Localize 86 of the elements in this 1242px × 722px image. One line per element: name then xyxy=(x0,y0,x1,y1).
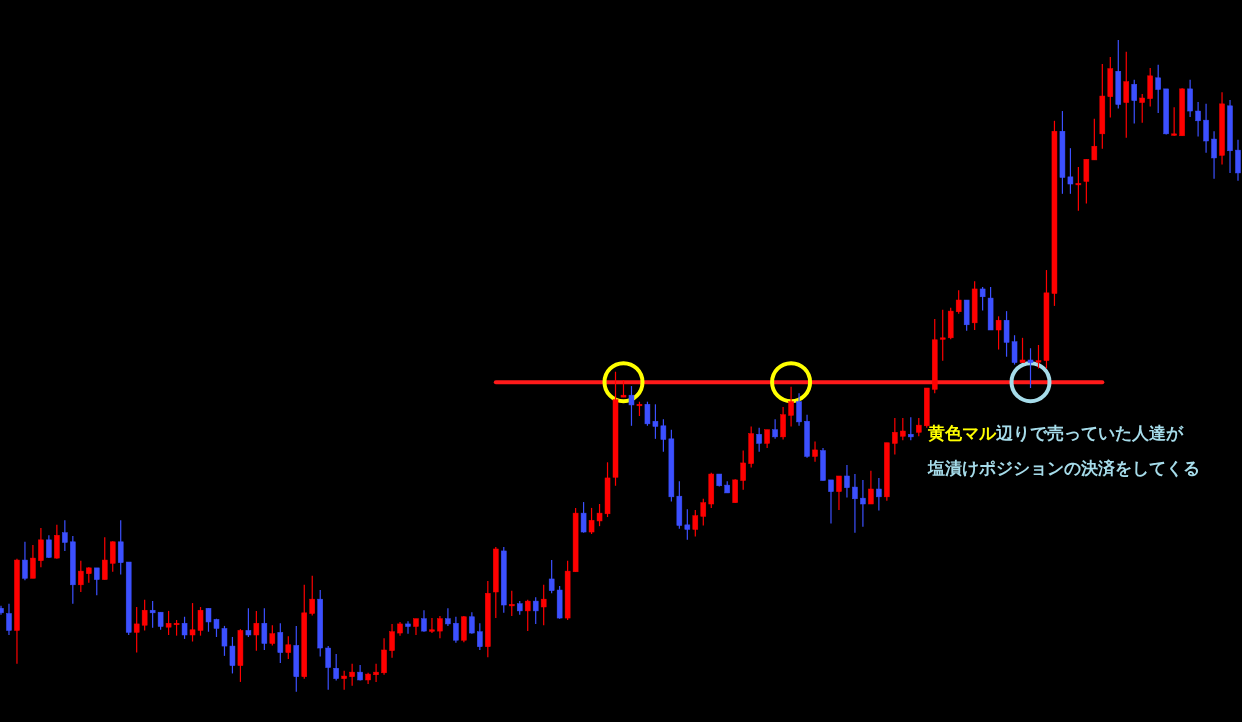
candlestick xyxy=(54,524,60,560)
candlestick xyxy=(469,611,475,635)
candlestick xyxy=(1187,79,1193,118)
candlestick xyxy=(740,449,746,491)
candlestick xyxy=(78,560,84,593)
candlestick xyxy=(900,417,906,441)
candlestick xyxy=(1027,347,1034,389)
candlestick xyxy=(1203,103,1209,154)
candlestick xyxy=(421,609,427,633)
candlestick xyxy=(1139,93,1145,124)
candlestick xyxy=(38,527,44,568)
candlestick xyxy=(117,519,124,575)
candlestick xyxy=(836,475,842,511)
candlestick xyxy=(995,315,1002,351)
candlestick xyxy=(445,607,451,627)
candlestick xyxy=(109,540,116,573)
candlestick xyxy=(524,599,531,632)
candlestick xyxy=(181,616,188,640)
candlestick xyxy=(133,606,140,654)
candlestick xyxy=(860,479,866,528)
candlestick xyxy=(796,392,802,427)
candlestick xyxy=(780,406,786,441)
candlestick xyxy=(876,477,882,512)
candlestick xyxy=(309,575,315,617)
candlestick xyxy=(405,620,411,635)
candlestick xyxy=(269,624,276,647)
candlestick xyxy=(381,637,387,676)
candlestick xyxy=(916,417,922,437)
candlestick xyxy=(892,417,898,456)
candlestick xyxy=(700,498,707,527)
candlestick xyxy=(1171,106,1177,137)
candlestick xyxy=(764,429,770,449)
candlestick xyxy=(788,386,794,428)
candlestick xyxy=(277,622,284,664)
candlestick xyxy=(62,519,68,552)
candlestick xyxy=(437,615,443,639)
annotation: 塩漬けポジションの決済をしてくる xyxy=(927,458,1200,478)
candlestick xyxy=(22,541,28,581)
candlestick xyxy=(979,286,986,312)
candlestick xyxy=(532,596,539,625)
annotation: 辺りで売っていた人達が xyxy=(995,423,1184,443)
candlestick xyxy=(333,653,339,682)
candlestick xyxy=(245,607,252,638)
candlestick xyxy=(94,567,100,596)
candlestick xyxy=(1019,337,1026,364)
candlestick xyxy=(540,584,547,626)
candlestick xyxy=(349,663,355,687)
candlestick xyxy=(429,617,435,634)
candlestick xyxy=(373,663,379,683)
candlestick xyxy=(756,427,762,453)
candlestick xyxy=(939,309,946,362)
candlestick xyxy=(1155,64,1161,114)
candlestick xyxy=(6,603,12,636)
candlestick xyxy=(908,416,914,441)
candlestick xyxy=(285,635,292,660)
candlestick xyxy=(852,473,858,534)
candlestick xyxy=(955,289,962,315)
candlestick xyxy=(461,615,467,643)
candlestick xyxy=(30,544,36,579)
candlestick xyxy=(325,645,331,691)
candlestick xyxy=(102,536,108,581)
candlestick xyxy=(828,479,834,525)
candlestick xyxy=(1147,67,1153,108)
candlestick xyxy=(1211,130,1217,180)
candlestick xyxy=(732,478,738,504)
candlestick xyxy=(844,464,850,499)
annotation: 黄色マル xyxy=(927,423,997,443)
candlestick xyxy=(509,590,515,617)
candlestick xyxy=(1131,79,1137,125)
candlestick xyxy=(477,622,483,651)
candlestick xyxy=(389,623,395,659)
candlestick xyxy=(692,509,699,538)
candlestick xyxy=(1195,101,1201,138)
candlestick xyxy=(141,599,148,632)
candlestick xyxy=(261,607,268,651)
candlestick xyxy=(772,418,778,440)
candlestick xyxy=(253,610,260,652)
candlestick xyxy=(1123,51,1130,139)
candlestick xyxy=(868,470,874,505)
candlestick xyxy=(1235,139,1241,182)
candlestick xyxy=(628,385,635,427)
candlestick xyxy=(341,670,347,691)
candlestick xyxy=(1075,166,1082,212)
candlestick xyxy=(812,440,818,463)
candlestick xyxy=(580,501,587,534)
candlestick xyxy=(453,616,459,644)
